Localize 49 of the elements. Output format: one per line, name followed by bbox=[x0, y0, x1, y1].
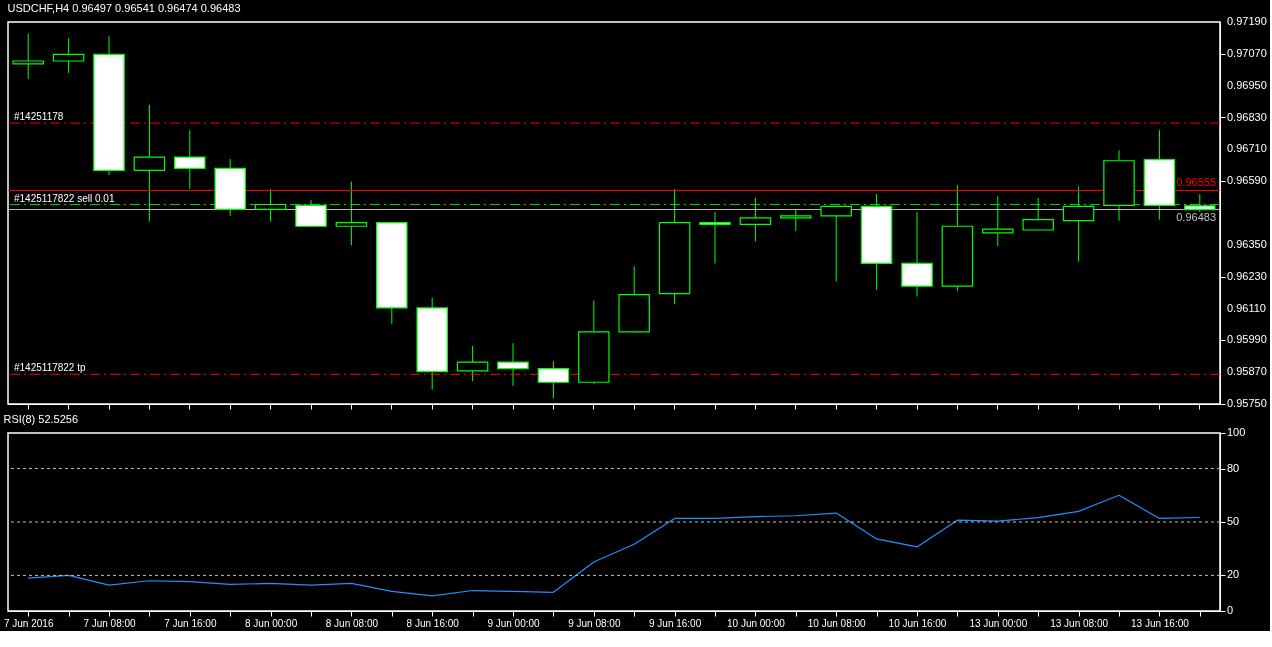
x-tick-label: 10 Jun 08:00 bbox=[807, 617, 867, 629]
y-tick-label: 0.95750 bbox=[1227, 397, 1267, 409]
ref-line-label: 0.96483 bbox=[1176, 210, 1216, 223]
y-tick-label: 0.96590 bbox=[1227, 174, 1267, 187]
candlestick bbox=[133, 104, 166, 222]
y-tick-label: 0.96110 bbox=[1227, 301, 1266, 314]
candlestick bbox=[699, 211, 731, 264]
x-tick-label: 9 Jun 08:00 bbox=[568, 617, 621, 629]
chart-title: RSI(8) 52.5256 bbox=[3, 413, 79, 425]
y-tick-label: 0.96350 bbox=[1227, 237, 1267, 250]
chart-title: USDCHF,H4 0.96497 0.96541 0.96474 0.96483 bbox=[7, 2, 241, 14]
y-tick-label: 80 bbox=[1227, 461, 1240, 474]
x-tick-label: 7 Jun 08:00 bbox=[83, 617, 137, 629]
y-tick-label: 100 bbox=[1227, 426, 1246, 438]
candlestick bbox=[52, 37, 85, 74]
y-tick-label: 50 bbox=[1227, 515, 1240, 527]
annotation: #14251178 bbox=[14, 111, 64, 123]
x-tick-label: 8 Jun 08:00 bbox=[325, 617, 379, 629]
ref-line-label: #1425117822 sell 0.01 bbox=[14, 192, 115, 204]
y-tick-label: 0.96230 bbox=[1227, 269, 1267, 282]
y-tick-label: 0.95870 bbox=[1227, 365, 1267, 378]
y-tick-label: 0.96950 bbox=[1227, 78, 1267, 91]
x-tick-label: 8 Jun 00:00 bbox=[244, 617, 298, 629]
y-tick-label: 0.97070 bbox=[1227, 46, 1267, 59]
candlestick bbox=[739, 197, 772, 242]
candlestick bbox=[982, 195, 1014, 247]
y-tick-label: 0 bbox=[1227, 604, 1234, 616]
line-series bbox=[27, 494, 1201, 597]
candlestick bbox=[335, 181, 368, 246]
x-tick-label: 7 Jun 2016 bbox=[3, 617, 54, 629]
y-tick-label: 20 bbox=[1227, 568, 1240, 581]
y-tick-label: 0.95990 bbox=[1227, 333, 1267, 346]
x-tick-label: 10 Jun 00:00 bbox=[726, 617, 786, 629]
x-tick-label: 10 Jun 16:00 bbox=[888, 617, 947, 629]
x-tick-label: 9 Jun 00:00 bbox=[487, 617, 541, 629]
candlestick bbox=[12, 32, 44, 80]
y-tick-label: 0.96710 bbox=[1227, 142, 1267, 155]
x-tick-label: 13 Jun 08:00 bbox=[1050, 617, 1109, 629]
y-tick-label: 0.96830 bbox=[1227, 110, 1267, 123]
ref-line-label: 0.96555 bbox=[1176, 176, 1216, 189]
x-tick-label: 13 Jun 00:00 bbox=[969, 617, 1028, 629]
x-tick-label: 9 Jun 16:00 bbox=[648, 617, 702, 629]
x-tick-label: 7 Jun 16:00 bbox=[164, 617, 217, 629]
ref-line-label: #1425117822 tp bbox=[14, 362, 86, 374]
candlestick bbox=[254, 188, 287, 222]
y-tick-label: 0.97190 bbox=[1227, 15, 1267, 27]
x-tick-label: 8 Jun 16:00 bbox=[406, 617, 460, 629]
x-tick-label: 13 Jun 16:00 bbox=[1130, 617, 1190, 629]
candlestick bbox=[780, 209, 812, 232]
